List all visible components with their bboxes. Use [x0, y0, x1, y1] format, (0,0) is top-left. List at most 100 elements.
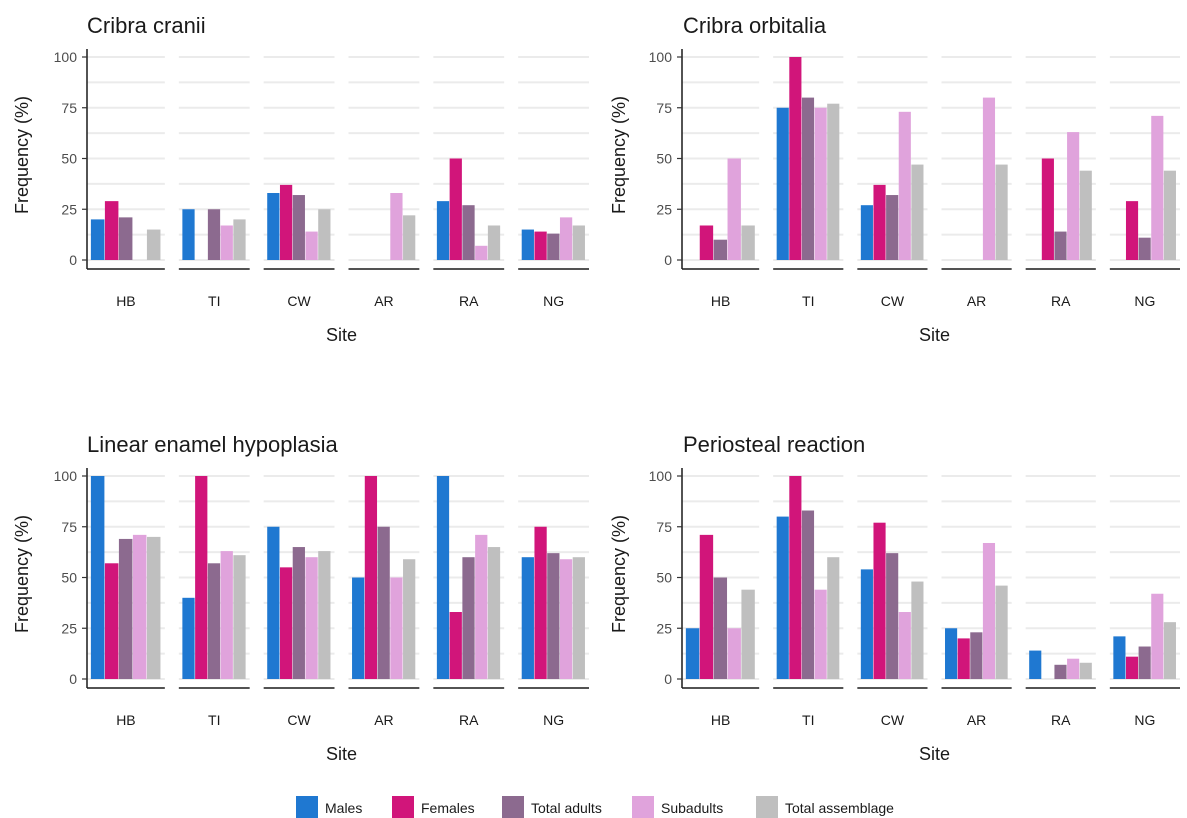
- y-tick-label: 100: [54, 49, 78, 65]
- facet-ar: AR: [348, 476, 420, 728]
- bar-total-assemblage: [487, 547, 501, 679]
- bar-total-assemblage: [1163, 170, 1176, 260]
- bar-total-assemblage: [146, 536, 161, 679]
- bar-total-adults: [713, 239, 728, 260]
- panel-linear-enamel-hypoplasia: Linear enamel hypoplasia 0 25 50 75 100 Freque…: [12, 432, 589, 764]
- bar-subadults: [475, 245, 488, 260]
- y-tick-label: 0: [69, 671, 77, 687]
- x-tick-label: NG: [543, 712, 564, 728]
- facet-cw: CW: [263, 526, 335, 728]
- facet-ra: RA: [1025, 650, 1096, 728]
- bar-total-adults: [207, 563, 221, 679]
- bar-females: [364, 476, 378, 679]
- bar-total-assemblage: [1079, 662, 1092, 679]
- x-tick-label: CW: [881, 293, 905, 309]
- bar-total-adults: [292, 547, 305, 679]
- legend-swatch: [296, 796, 318, 818]
- bar-total-assemblage: [233, 219, 246, 260]
- bar-males: [182, 209, 195, 260]
- facet-ra: RA: [433, 476, 505, 728]
- legend-item-males: Males: [296, 796, 362, 818]
- bar-females: [449, 612, 462, 679]
- x-axis-title: Site: [919, 325, 950, 345]
- bar-total-assemblage: [403, 559, 416, 679]
- panel-title: Periosteal reaction: [683, 432, 865, 457]
- facet-hb: HB: [682, 534, 760, 728]
- facet-ar: AR: [348, 193, 420, 309]
- y-tick-label: 100: [649, 468, 673, 484]
- bar-total-adults: [292, 195, 305, 260]
- facet-ra: RA: [1025, 132, 1096, 309]
- bar-subadults: [305, 231, 318, 260]
- bar-total-adults: [118, 538, 133, 679]
- facet-cw: CW: [857, 522, 928, 728]
- bar-total-assemblage: [827, 103, 840, 260]
- bar-total-assemblage: [318, 551, 331, 679]
- bar-subadults: [220, 551, 233, 679]
- x-tick-label: HB: [711, 712, 730, 728]
- bar-total-adults: [118, 217, 133, 260]
- y-axis-title: Frequency (%): [12, 96, 32, 214]
- bar-total-assemblage: [741, 589, 755, 679]
- bar-total-assemblage: [1079, 170, 1092, 260]
- bar-males: [945, 628, 958, 679]
- bar-subadults: [390, 193, 403, 260]
- bar-females: [195, 476, 208, 679]
- bar-total-adults: [1054, 664, 1067, 679]
- bar-females: [104, 201, 119, 260]
- y-tick-label: 50: [656, 570, 672, 586]
- bar-males: [90, 476, 105, 679]
- bar-total-assemblage: [233, 555, 246, 679]
- bar-females: [534, 526, 547, 679]
- bar-total-adults: [377, 526, 390, 679]
- x-tick-label: RA: [459, 712, 479, 728]
- y-tick-label: 75: [656, 519, 672, 535]
- legend-label: Subadults: [661, 800, 723, 816]
- bar-subadults: [305, 557, 318, 679]
- bar-males: [90, 219, 105, 260]
- bar-males: [267, 526, 280, 679]
- bar-males: [860, 569, 873, 679]
- bar-males: [1029, 650, 1042, 679]
- bar-subadults: [1151, 593, 1164, 679]
- legend-swatch: [502, 796, 524, 818]
- x-tick-label: CW: [881, 712, 905, 728]
- bar-subadults: [559, 217, 573, 260]
- y-axis-title: Frequency (%): [609, 96, 629, 214]
- bar-total-assemblage: [911, 581, 924, 679]
- bar-females: [789, 57, 802, 260]
- facet-cw: CW: [263, 184, 335, 309]
- bar-subadults: [132, 534, 147, 679]
- legend-label: Total adults: [531, 800, 602, 816]
- bar-subadults: [727, 628, 741, 679]
- x-tick-label: NG: [543, 293, 564, 309]
- bar-total-adults: [207, 209, 221, 260]
- x-tick-label: AR: [374, 293, 393, 309]
- bar-total-adults: [547, 233, 560, 260]
- y-tick-label: 75: [61, 100, 77, 116]
- bar-subadults: [475, 534, 488, 679]
- bar-females: [1125, 201, 1139, 260]
- legend-item-total-assemblage: Total assemblage: [756, 796, 894, 818]
- facet-hb: HB: [682, 158, 760, 309]
- bar-total-adults: [462, 205, 475, 260]
- x-tick-label: HB: [711, 293, 730, 309]
- x-tick-label: RA: [459, 293, 479, 309]
- bar-males: [521, 557, 534, 679]
- bar-total-assemblage: [741, 225, 755, 260]
- x-axis-title: Site: [326, 325, 357, 345]
- bar-females: [873, 522, 886, 679]
- bar-total-assemblage: [911, 164, 924, 260]
- legend-item-total-adults: Total adults: [502, 796, 602, 818]
- bar-females: [534, 231, 547, 260]
- bar-total-assemblage: [1163, 622, 1176, 679]
- bar-males: [436, 201, 450, 260]
- bar-females: [279, 567, 293, 679]
- bar-males: [776, 107, 789, 260]
- facet-ng: NG: [518, 526, 589, 728]
- y-tick-label: 75: [656, 100, 672, 116]
- bar-total-adults: [886, 195, 899, 260]
- bar-subadults: [220, 225, 233, 260]
- bar-total-assemblage: [572, 557, 585, 679]
